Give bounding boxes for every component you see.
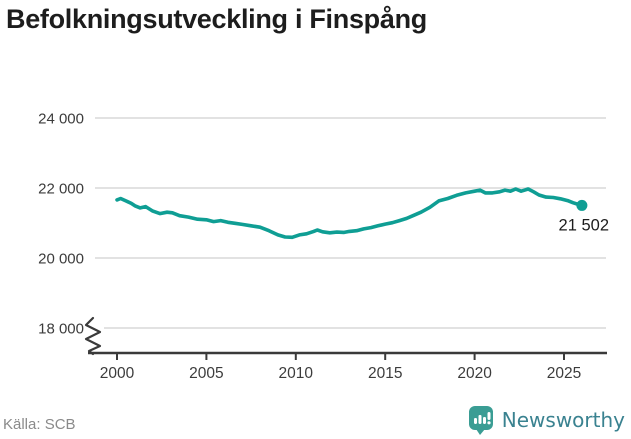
source-note: Källa: SCB [3, 416, 76, 433]
end-point-dot [576, 199, 588, 211]
x-tick-label: 2015 [368, 365, 402, 382]
end-value-label: 21 502 [559, 216, 609, 234]
brand-wordmark: Newsworthy [501, 408, 625, 432]
x-tick-label: 2000 [100, 365, 135, 382]
x-tick-label: 2020 [457, 365, 492, 382]
x-tick-label: 2005 [189, 365, 223, 382]
population-line-chart: 18 000 20 000 22 000 24 000 2000 2005 2010 2015… [38, 111, 609, 383]
newsworthy-logo[interactable]: Newsworthy [468, 404, 625, 436]
page-title: Befolkningsutveckling i Finspång [6, 4, 427, 34]
bar-chart-speech-bubble-icon [468, 406, 493, 435]
x-tick-label: 2010 [279, 365, 314, 382]
y-tick-label: 24 000 [38, 111, 84, 128]
axis-break-icon [84, 316, 102, 356]
y-tick-label: 18 000 [38, 321, 84, 338]
y-tick-label: 22 000 [38, 181, 84, 198]
y-tick-label: 20 000 [38, 251, 84, 268]
bar-chart-glyph [473, 412, 491, 425]
series-line [115, 187, 584, 240]
x-tick-label: 2025 [547, 365, 581, 382]
